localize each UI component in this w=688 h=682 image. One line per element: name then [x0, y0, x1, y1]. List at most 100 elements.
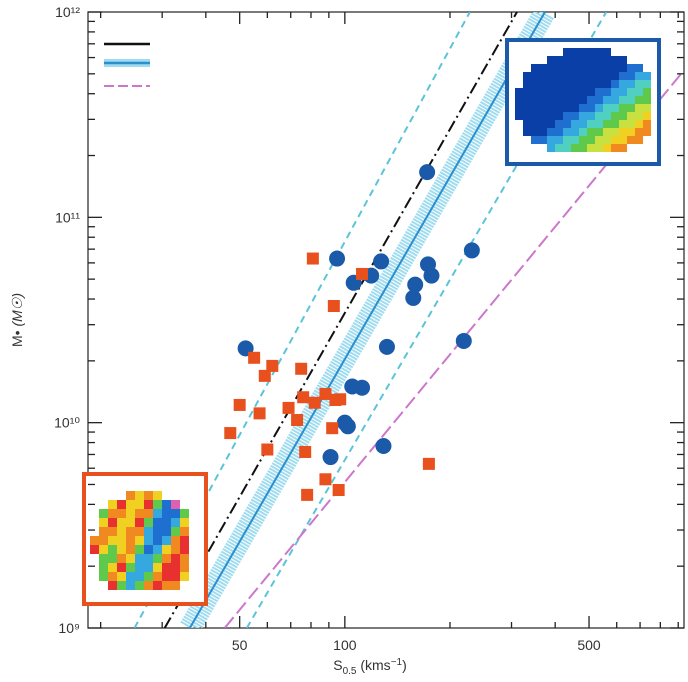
inset-pixel [611, 144, 619, 152]
inset-pixel [627, 136, 635, 144]
inset-pixel [619, 120, 627, 128]
inset-pixel [531, 72, 539, 80]
inset-pixel [523, 88, 531, 96]
inset-pixel [153, 527, 162, 536]
inset-pixel [108, 536, 117, 545]
inset-pixel [126, 536, 135, 545]
inset-pixel [643, 128, 651, 136]
inset-pixel [587, 112, 595, 120]
inset-pixel [531, 104, 539, 112]
inset-pixel [171, 500, 180, 509]
inset-pixel [579, 104, 587, 112]
data-point [464, 242, 480, 258]
inset-pixel [595, 120, 603, 128]
inset-pixel [126, 581, 135, 590]
inset-pixel [117, 581, 126, 590]
inset-pixel [595, 88, 603, 96]
y-axis-label: M• (M☉) [9, 293, 25, 347]
x-label-exponent: −1 [391, 657, 403, 668]
inset-pixel [153, 545, 162, 554]
inset-pixel [153, 518, 162, 527]
inset-pixel [627, 80, 635, 88]
inset-pixel [627, 88, 635, 96]
inset-pixel [571, 80, 579, 88]
data-point [234, 399, 246, 411]
inset-pixel [563, 88, 571, 96]
inset-pixel [643, 72, 651, 80]
inset-pixel [627, 72, 635, 80]
inset-pixel [595, 144, 603, 152]
inset-pixel [595, 56, 603, 64]
inset-pixel [135, 491, 144, 500]
inset-pixel [523, 96, 531, 104]
inset-pixel [611, 136, 619, 144]
data-point [329, 251, 345, 267]
inset-pixel [587, 128, 595, 136]
inset-pixel [611, 104, 619, 112]
inset-pixel [555, 80, 563, 88]
inset-pixel [555, 64, 563, 72]
inset-pixel [579, 136, 587, 144]
data-point [375, 438, 391, 454]
inset-pixel [587, 120, 595, 128]
inset-pixel [99, 509, 108, 518]
inset-pixel [563, 104, 571, 112]
inset-pixel [108, 545, 117, 554]
inset-pixel [153, 554, 162, 563]
inset-pixel [587, 80, 595, 88]
inset-pixel [587, 72, 595, 80]
inset-pixel [547, 56, 555, 64]
inset-pixel [171, 581, 180, 590]
inset-pixel [555, 88, 563, 96]
inset-pixel [99, 545, 108, 554]
data-point [405, 290, 421, 306]
inset-pixel [627, 64, 635, 72]
y-tick-label: 10¹⁰ [54, 415, 80, 431]
inset-pixel [539, 72, 547, 80]
inset-pixel [108, 554, 117, 563]
inset-pixel [180, 518, 189, 527]
inset-pixel [603, 96, 611, 104]
inset-pixel [523, 120, 531, 128]
inset-pixel [171, 527, 180, 536]
inset-pixel [180, 527, 189, 536]
inset-pixel [587, 56, 595, 64]
inset-pixel [539, 128, 547, 136]
inset-pixel [619, 144, 627, 152]
inset-pixel [579, 56, 587, 64]
data-point [379, 339, 395, 355]
inset-pixel [635, 136, 643, 144]
inset-pixel [579, 88, 587, 96]
inset-pixel [555, 128, 563, 136]
inset-pixel [547, 88, 555, 96]
inset-pixel [523, 112, 531, 120]
inset-pixel [595, 128, 603, 136]
inset-pixel [611, 64, 619, 72]
inset-pixel [635, 112, 643, 120]
inset-pixel [153, 491, 162, 500]
inset-pixel [117, 572, 126, 581]
inset-pixel [144, 545, 153, 554]
inset-pixel [108, 500, 117, 509]
inset-pixel [531, 88, 539, 96]
inset-pixel [515, 112, 523, 120]
inset-pixel [99, 518, 108, 527]
inset-pixel [563, 112, 571, 120]
inset-pixel [595, 96, 603, 104]
data-point [356, 268, 368, 280]
inset-pixel [117, 509, 126, 518]
inset-pixel [579, 64, 587, 72]
inset-pixel [153, 500, 162, 509]
inset-pixel [117, 563, 126, 572]
inset-pixel [643, 104, 651, 112]
inset-pixel [619, 80, 627, 88]
inset-pixel [108, 581, 117, 590]
x-tick-label: 50 [232, 637, 248, 653]
inset-pixel [523, 128, 531, 136]
inset-pixel [603, 128, 611, 136]
inset-pixel [117, 554, 126, 563]
inset-pixel [619, 136, 627, 144]
inset-pixel [635, 88, 643, 96]
inset-pixel [611, 56, 619, 64]
data-point [340, 418, 356, 434]
